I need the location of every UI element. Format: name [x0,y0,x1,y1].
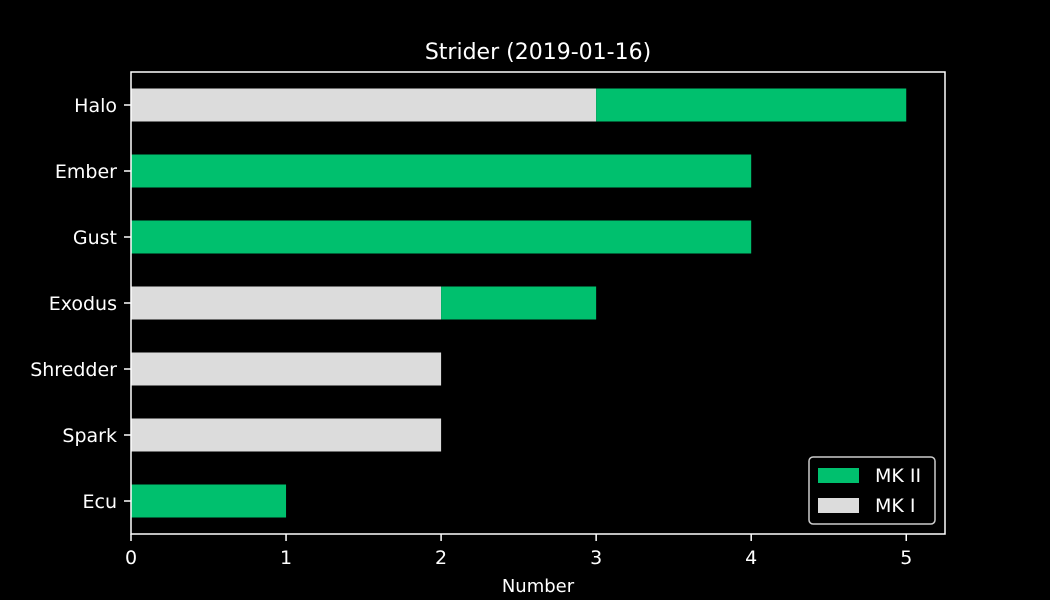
legend-label-mk-i: MK I [875,495,916,517]
bar-spark-mk-i [131,418,442,452]
x-tick-label: 1 [280,547,292,569]
y-tick-label: Halo [74,95,117,117]
bar-shredder-mk-i [131,352,442,386]
y-tick-label: Ecu [83,491,118,513]
bars-layer [131,88,907,518]
y-tick-label: Ember [55,161,117,183]
bar-ember-mk-ii [131,154,752,188]
legend-swatch-mk-ii [818,468,859,483]
legend-label-mk-ii: MK II [875,465,921,487]
x-tick-label: 5 [900,547,912,569]
bar-exodus-mk-i [131,286,442,320]
y-tick-label: Shredder [30,359,117,381]
chart-title: Strider (2019-01-16) [425,40,651,65]
y-axis: Halo Ember Gust Exodus Shredder Spark Ecu [30,95,131,513]
bar-exodus-mk-ii [441,286,597,320]
legend-swatch-mk-i [818,498,859,513]
x-tick-label: 4 [745,547,757,569]
x-axis-label: Number [502,576,575,597]
x-tick-label: 2 [435,547,447,569]
bar-gust-mk-ii [131,220,752,254]
bar-halo-mk-i [131,88,597,122]
y-tick-label: Exodus [49,293,117,315]
x-tick-label: 3 [590,547,602,569]
y-tick-label: Gust [73,227,117,249]
x-axis: 0 1 2 3 4 5 [125,534,912,569]
x-tick-label: 0 [125,547,137,569]
plot-frame [130,71,946,535]
bar-ecu-mk-ii [131,484,287,518]
bar-halo-mk-ii [596,88,907,122]
legend: MK II MK I [808,456,936,525]
y-tick-label: Spark [62,425,117,447]
